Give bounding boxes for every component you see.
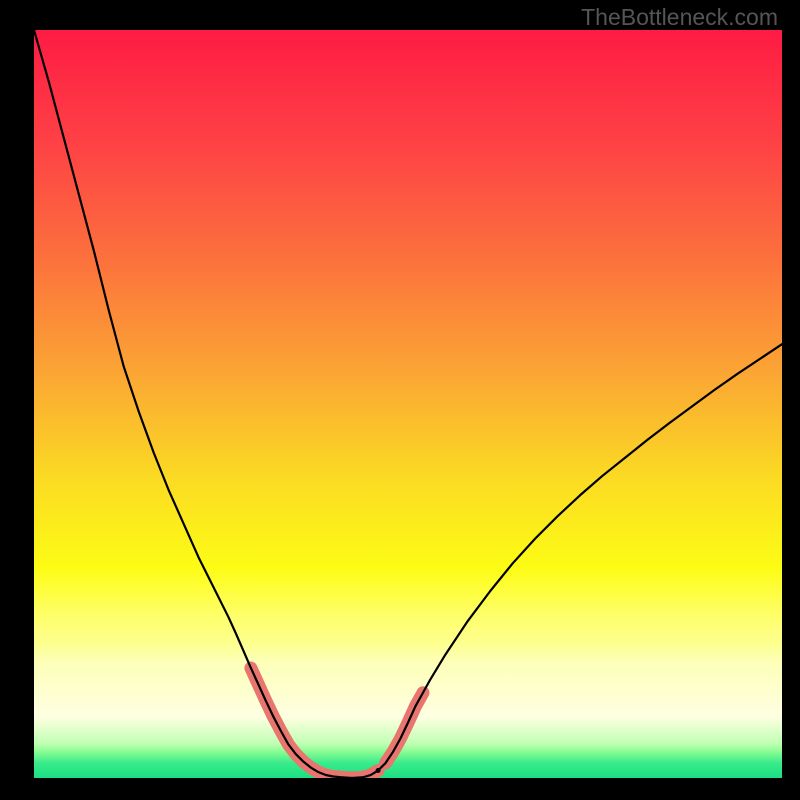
watermark-text: TheBottleneck.com — [581, 4, 778, 31]
plot-area — [34, 30, 782, 778]
gradient-background — [34, 30, 782, 778]
